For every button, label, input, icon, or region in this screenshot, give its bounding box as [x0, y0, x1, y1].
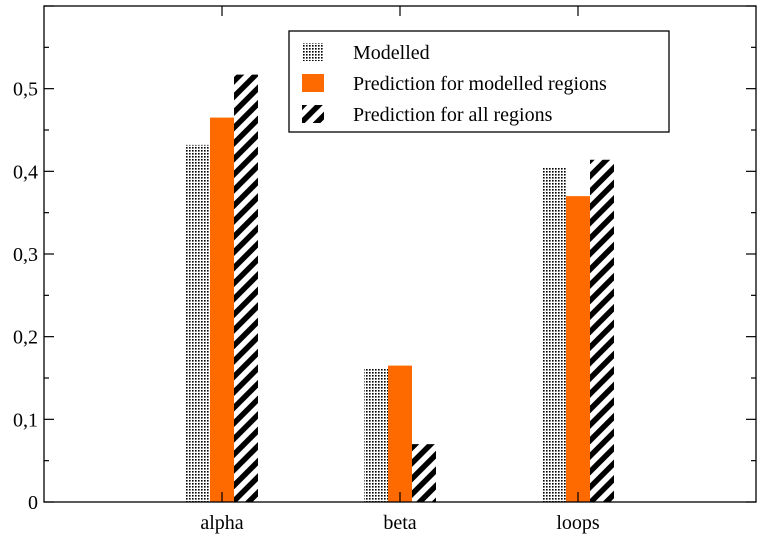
y-tick-label: 0,2: [13, 327, 38, 349]
bar-alpha-2: [210, 117, 234, 502]
legend-swatch-1: [302, 43, 324, 61]
bar-alpha-1: [186, 144, 210, 502]
x-tick-label-alpha: alpha: [200, 512, 243, 534]
y-tick-label: 0,4: [13, 161, 38, 183]
legend-swatch-2: [302, 74, 324, 92]
bar-loops-2: [566, 196, 590, 502]
legend-swatch-3: [302, 105, 324, 123]
legend-label-3: Prediction for all regions: [353, 104, 553, 126]
axes-layer: 0 0,1 0,2 0,3 0,4 0,5 alpha beta loops: [13, 5, 757, 534]
x-tick-label-loops: loops: [556, 512, 600, 534]
y-tick-label: 0,5: [13, 79, 38, 101]
bar-beta-2: [388, 365, 412, 502]
y-tick-label: 0,1: [13, 409, 38, 431]
bar-alpha-3: [234, 74, 258, 502]
x-tick-label-beta: beta: [383, 512, 416, 534]
bar-beta-1: [364, 368, 388, 502]
legend-box: [288, 30, 670, 133]
bars-layer: [186, 74, 614, 502]
y-tick-label: 0,3: [13, 244, 38, 266]
legend-label-1: Modelled: [353, 42, 430, 64]
y-tick-label: 0: [28, 492, 38, 514]
bar-loops-1: [542, 167, 566, 502]
bar-loops-3: [590, 159, 614, 502]
bar-beta-3: [412, 444, 436, 502]
legend-label-2: Prediction for modelled regions: [353, 73, 607, 95]
legend: Modelled Prediction for modelled regions P…: [288, 30, 670, 133]
